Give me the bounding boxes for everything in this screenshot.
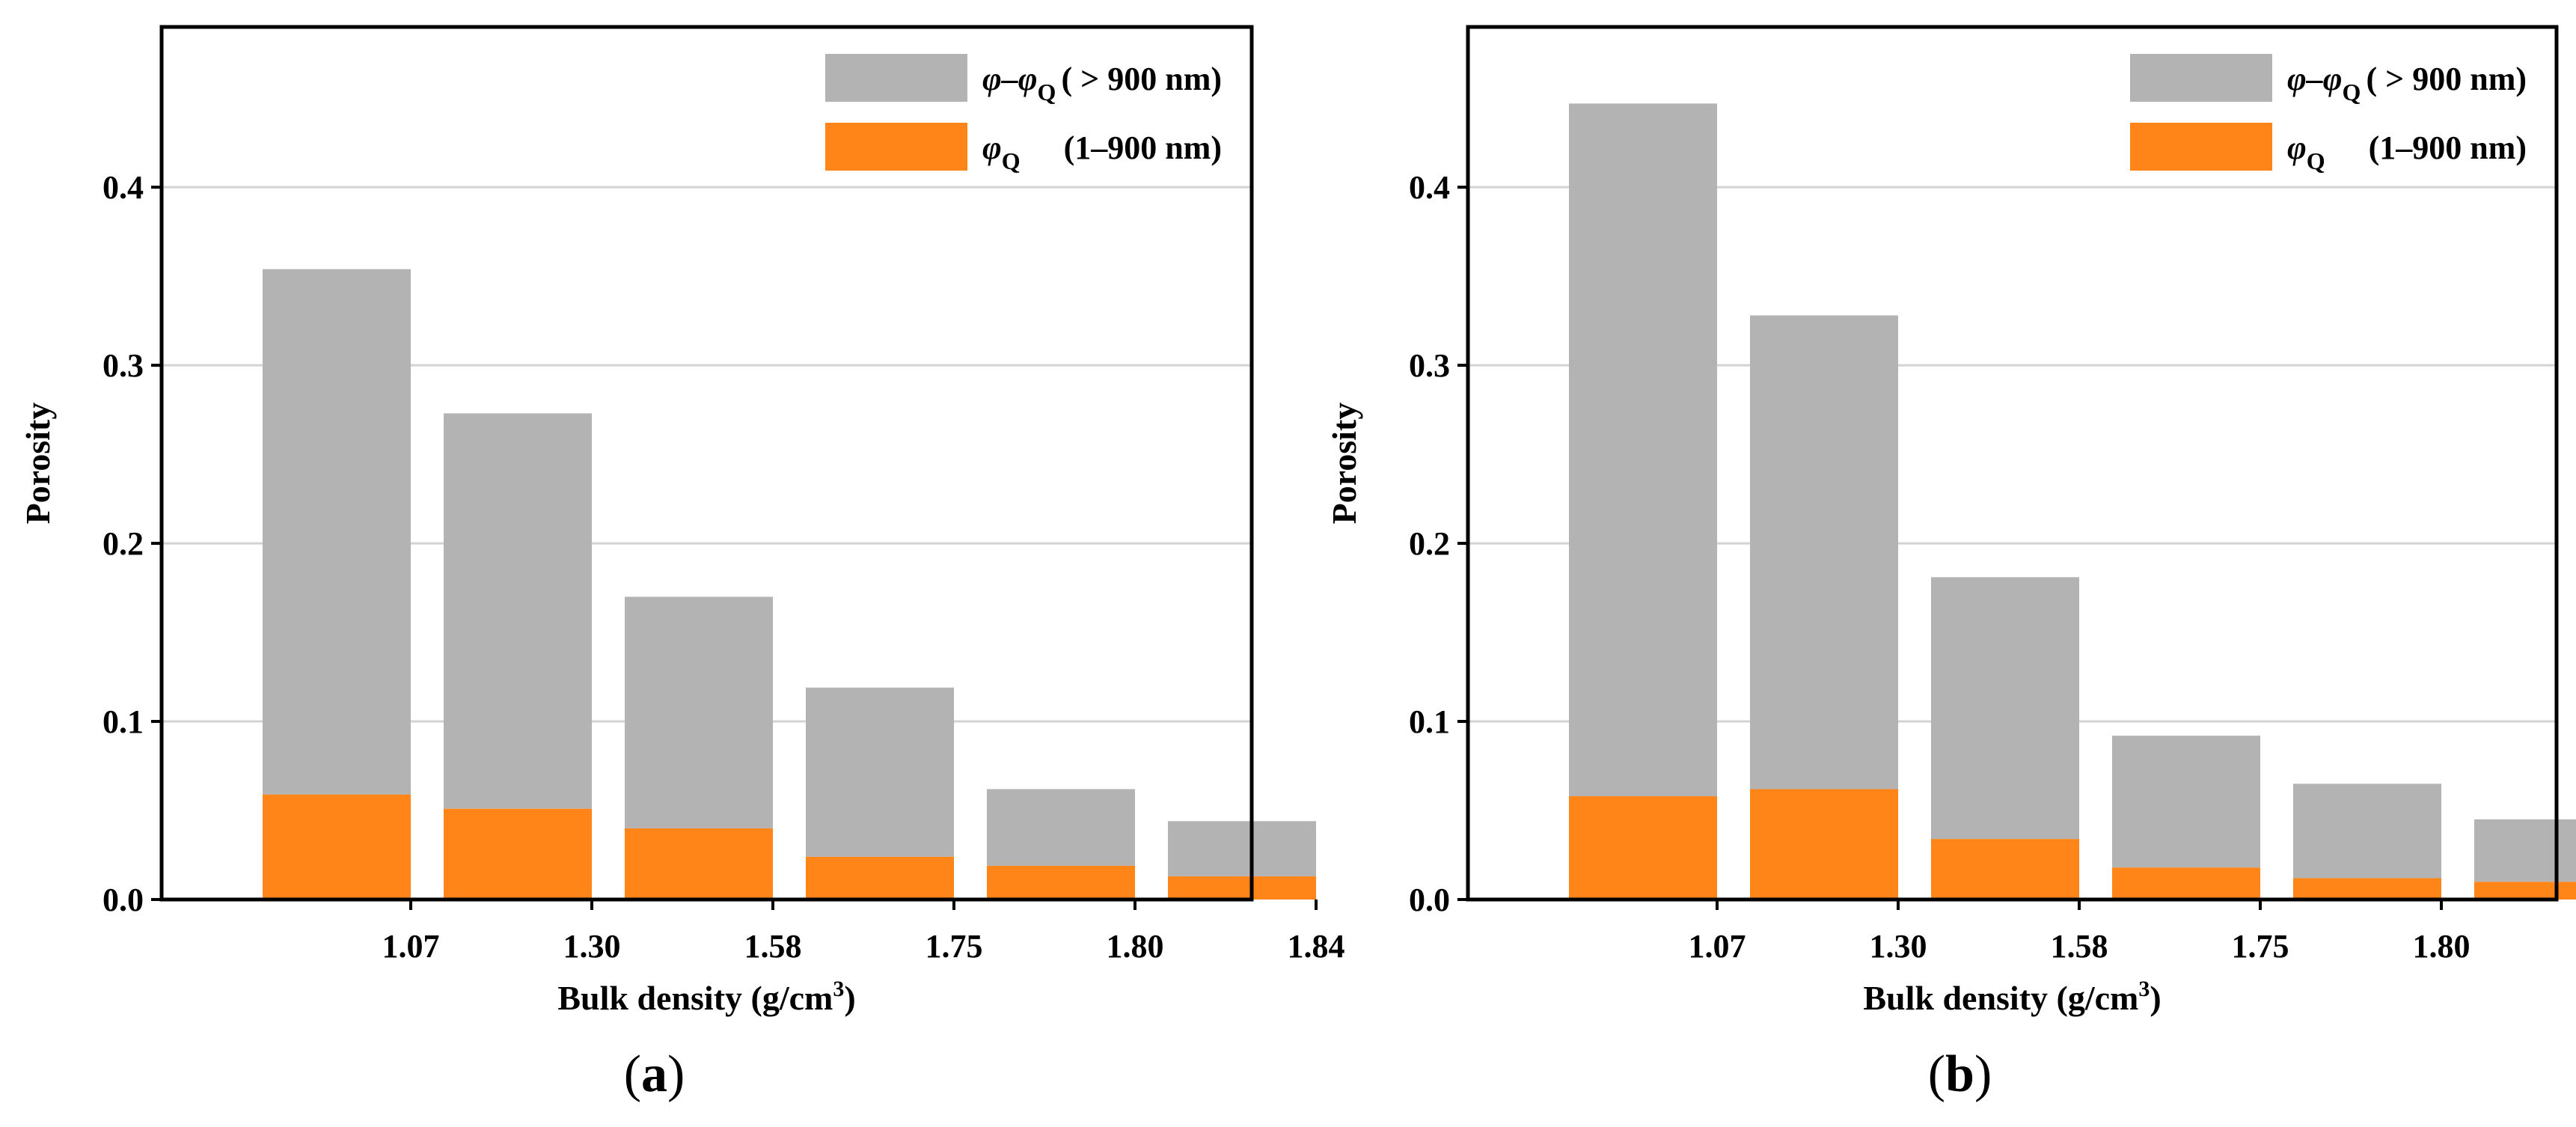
- bar-phi-minus-phiq-1.58: [625, 596, 773, 828]
- legend-symbol: φ–φ: [982, 61, 1037, 97]
- bar-phiq-1.07: [263, 794, 411, 900]
- legend-swatch: [825, 123, 967, 171]
- legend-range: (1–900 nm): [2369, 129, 2527, 166]
- bar-phiq-1.80: [2293, 878, 2441, 900]
- y-axis-label: Porosity: [19, 403, 57, 525]
- axes-frame: [1466, 25, 2559, 902]
- legend-subscript: Q: [2307, 147, 2325, 174]
- x-tick-label: 1.75: [2232, 928, 2289, 965]
- legend-label: φQ: [2287, 129, 2325, 174]
- x-tick-label: 1.58: [744, 928, 802, 965]
- x-tick-label: 1.07: [382, 928, 440, 965]
- panel-paren-open: (: [1928, 1045, 1945, 1103]
- bar-phi-minus-phiq-1.30: [444, 413, 592, 809]
- legend-swatch: [2130, 54, 2272, 102]
- bar-phi-minus-phiq-1.80: [2293, 784, 2441, 879]
- legend-symbol: φ: [2287, 129, 2307, 166]
- legend-swatch: [2130, 123, 2272, 171]
- bar-phi-minus-phiq-1.07: [263, 269, 411, 795]
- y-tick-label: 0.0: [1409, 882, 1450, 918]
- bar-phiq-1.84: [1168, 876, 1316, 900]
- bar-phiq-1.58: [625, 828, 773, 900]
- bar-phi-minus-phiq-1.75: [2112, 736, 2260, 868]
- y-tick-label: 0.4: [103, 169, 144, 206]
- chart-panel-b: 1.071.301.581.751.801.840.00.10.20.30.4P…: [1325, 25, 2576, 1103]
- x-axis-label-text: Bulk density (g/cm: [557, 979, 833, 1017]
- legend-subscript: Q: [2342, 79, 2361, 106]
- bar-phi-minus-phiq-1.07: [1569, 103, 1717, 796]
- bar-phiq-1.80: [987, 865, 1135, 900]
- x-tick-label: 1.84: [1288, 928, 1345, 965]
- x-axis-label-sup: 3: [833, 977, 844, 1001]
- legend-symbol: φ–φ: [2287, 61, 2342, 97]
- x-tick-label: 1.07: [1689, 928, 1746, 965]
- legend-range: (1–900 nm): [1064, 129, 1222, 166]
- panel-paren-close: ): [667, 1045, 685, 1103]
- x-tick-label: 1.58: [2051, 928, 2108, 965]
- panel-letter: b: [1945, 1045, 1974, 1103]
- x-axis-label-sup: 3: [2138, 977, 2150, 1001]
- legend-swatch: [825, 54, 967, 102]
- bar-phi-minus-phiq-1.84: [1168, 821, 1316, 877]
- panel-label: (b): [1928, 1045, 1992, 1103]
- x-axis-label-text: Bulk density (g/cm: [1863, 979, 2138, 1017]
- legend-range: ( > 900 nm): [2367, 61, 2527, 97]
- panel-label: (a): [624, 1045, 685, 1103]
- panel-paren-close: ): [1974, 1045, 1992, 1103]
- bar-phiq-1.84: [2474, 882, 2576, 900]
- y-tick-label: 0.2: [1409, 525, 1450, 562]
- bar-phiq-1.30: [1750, 789, 1898, 900]
- y-tick-label: 0.2: [103, 525, 144, 562]
- bar-phiq-1.75: [2112, 867, 2260, 900]
- legend-subscript: Q: [1037, 79, 1056, 106]
- panel-letter: a: [641, 1045, 667, 1103]
- bar-phi-minus-phiq-1.58: [1931, 577, 2079, 840]
- x-tick-label: 1.30: [1870, 928, 1927, 965]
- bar-phi-minus-phiq-1.84: [2474, 819, 2576, 882]
- y-tick-label: 0.1: [1409, 703, 1450, 740]
- y-tick-label: 0.1: [103, 703, 144, 740]
- x-axis-label: Bulk density (g/cm3): [557, 977, 855, 1017]
- bar-phiq-1.75: [806, 856, 954, 900]
- bar-phiq-1.30: [444, 808, 592, 900]
- bar-phi-minus-phiq-1.80: [987, 789, 1135, 866]
- legend-label: φQ: [982, 129, 1021, 174]
- y-tick-label: 0.4: [1409, 169, 1450, 206]
- x-tick-label: 1.30: [563, 928, 621, 965]
- bar-phiq-1.58: [1931, 839, 2079, 900]
- x-tick-label: 1.80: [2413, 928, 2471, 965]
- x-tick-label: 1.80: [1107, 928, 1164, 965]
- x-tick-label: 1.75: [926, 928, 983, 965]
- bar-phi-minus-phiq-1.75: [806, 687, 954, 857]
- legend-label: φ–φQ: [2287, 61, 2361, 106]
- legend-range: ( > 900 nm): [1062, 61, 1223, 97]
- y-tick-label: 0.0: [103, 882, 144, 918]
- x-axis-label-end: ): [844, 979, 855, 1017]
- x-axis-label-end: ): [2150, 979, 2161, 1017]
- legend-label: φ–φQ: [982, 61, 1056, 106]
- y-tick-label: 0.3: [103, 347, 144, 384]
- x-axis-label: Bulk density (g/cm3): [1863, 977, 2161, 1017]
- chart-panel-a: 1.07 1.30 1.58 1.75 1.80 1.84 0.0 0.1 0.2 0.3 0.4 P…: [19, 25, 1345, 1103]
- bar-phiq-1.07: [1569, 795, 1717, 900]
- y-axis-label: Porosity: [1325, 403, 1363, 525]
- axes-frame: [159, 25, 1254, 902]
- legend-symbol: φ: [982, 129, 1002, 166]
- y-tick-label: 0.3: [1409, 347, 1450, 384]
- panel-paren-open: (: [624, 1045, 641, 1103]
- bar-phi-minus-phiq-1.30: [1750, 315, 1898, 789]
- legend-subscript: Q: [1002, 147, 1021, 174]
